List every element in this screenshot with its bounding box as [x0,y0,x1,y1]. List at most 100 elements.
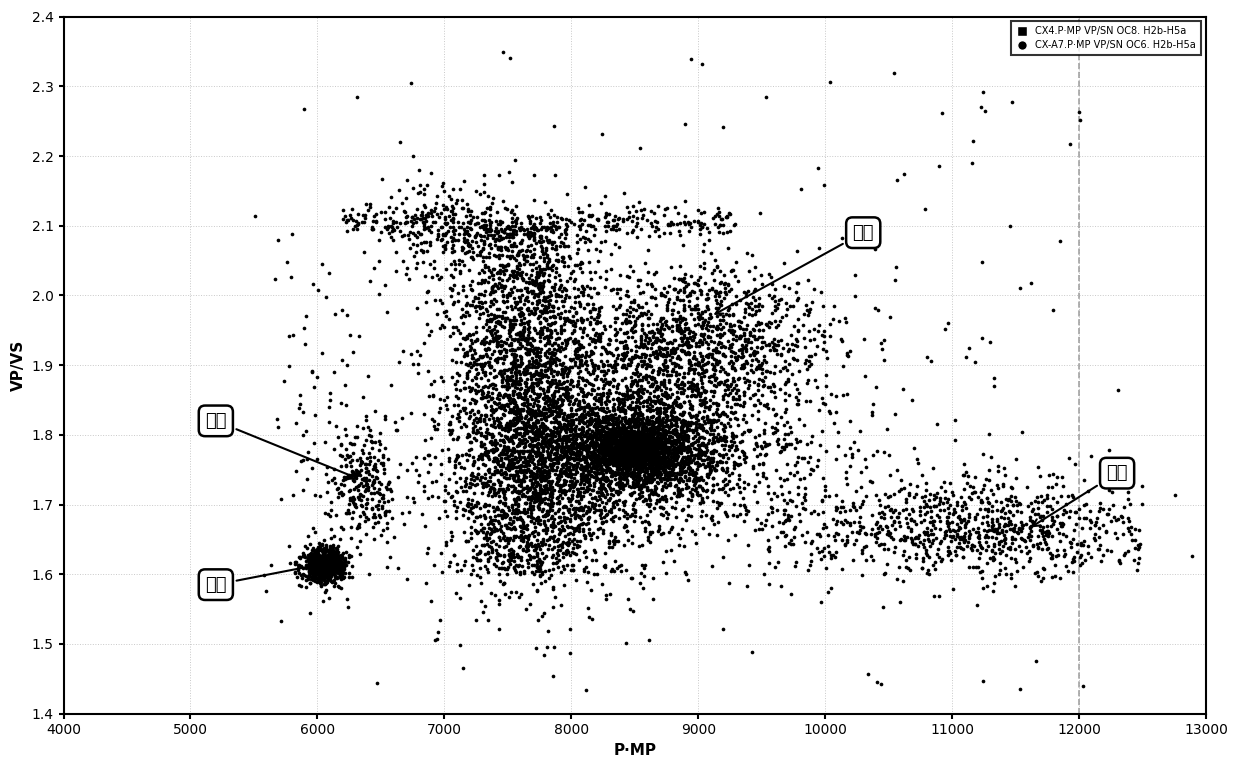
Point [650,439,670,451]
Point [627,441,647,454]
Point [592,434,612,447]
Point [804,464,824,477]
Point [517,531,536,544]
Point [466,371,486,384]
Point [548,548,567,560]
Point [636,464,655,477]
Point [678,458,698,471]
Point [571,439,591,451]
Point [382,511,401,524]
Point [363,463,383,475]
Point [460,358,479,370]
Point [540,408,560,421]
Point [601,375,621,388]
Point [322,522,342,534]
Point [320,568,339,580]
Point [503,388,523,401]
Point [553,421,572,434]
Point [631,511,650,523]
Point [482,438,502,451]
Point [585,438,605,450]
Point [492,468,512,481]
Point [555,441,575,453]
Point [592,389,612,401]
Point [738,539,758,551]
Point [582,435,602,448]
Point [616,437,636,449]
Point [499,269,519,281]
Point [670,472,690,484]
Point [481,435,501,448]
Point [530,438,550,451]
Point [471,448,491,461]
Point [510,421,530,434]
Point [310,543,330,555]
Point [538,624,558,637]
Point [307,557,327,569]
Point [608,401,628,414]
Point [508,248,528,260]
Point [575,429,595,441]
Point [612,438,632,450]
Point [596,514,616,527]
Point [620,316,639,328]
Point [535,370,555,382]
Point [652,437,672,449]
Point [343,467,363,479]
Point [561,521,581,533]
Point [638,418,658,430]
Point [814,471,834,484]
Point [489,272,509,285]
Point [560,464,580,477]
Point [529,278,549,291]
Point [570,220,590,232]
Point [527,547,546,559]
Point [693,355,712,367]
Point [463,564,483,576]
Point [598,208,618,220]
Point [627,440,647,452]
Point [631,438,650,450]
Point [520,514,540,527]
Point [616,422,636,434]
Point [620,444,639,456]
Point [952,504,971,516]
Point [575,283,595,295]
Point [561,414,581,427]
Point [325,530,344,542]
Point [680,456,700,468]
Point [582,432,602,444]
Point [607,212,627,225]
Point [646,448,665,461]
Point [618,448,638,461]
Point [527,561,546,573]
Point [1022,514,1042,527]
Point [595,559,615,571]
Point [626,442,646,454]
Point [579,423,598,435]
Point [436,536,456,548]
Point [502,348,522,361]
Point [416,235,436,248]
Point [633,442,653,454]
Point [649,462,669,474]
Point [509,453,529,465]
Point [584,362,603,375]
Point [307,560,327,572]
Point [622,443,642,455]
Point [646,225,665,237]
Point [732,342,752,355]
Point [570,441,590,453]
Point [955,498,975,511]
Point [541,376,561,388]
Point [624,442,644,454]
Point [536,403,556,415]
Point [554,251,574,263]
Point [421,204,441,216]
Point [394,229,414,241]
Point [299,446,318,458]
Point [449,458,468,470]
Point [642,326,662,338]
Point [305,409,325,421]
Point [590,329,610,341]
